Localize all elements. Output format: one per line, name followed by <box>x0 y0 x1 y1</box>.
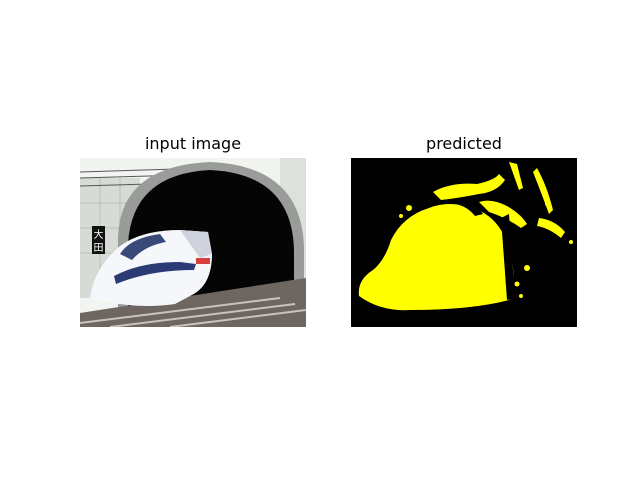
rails <box>80 297 306 327</box>
mask-hole-arc <box>455 198 483 216</box>
mask-speck-5 <box>569 240 573 244</box>
train-taillight <box>196 258 210 264</box>
station-sign <box>92 226 105 254</box>
mask-hole-pole <box>501 214 515 300</box>
train-side-shadow <box>180 230 212 258</box>
input-image-title: input image <box>144 134 242 153</box>
mask-speck-7 <box>545 202 549 206</box>
train-stripe <box>114 262 196 284</box>
train-windshield <box>120 234 166 260</box>
mask-speck-2 <box>399 214 403 218</box>
sign-glyph-2: 田 <box>94 243 104 254</box>
mask-regions <box>358 162 573 311</box>
track-ballast <box>80 278 306 327</box>
mask-speck-6 <box>519 294 523 298</box>
mask-holes <box>455 198 515 300</box>
mask-speck-3 <box>524 265 530 271</box>
mask-streak-1 <box>509 162 523 190</box>
predicted-title: predicted <box>426 134 502 153</box>
mask-train <box>358 204 514 311</box>
mask-speck-4 <box>514 281 520 287</box>
mask-streak-3 <box>537 218 565 238</box>
predicted-mask <box>351 158 577 327</box>
mask-speck-1 <box>406 205 412 211</box>
mask-fragment-arc <box>479 200 527 228</box>
mask-fragment-top <box>433 174 505 200</box>
input-image: 大 田 <box>80 158 306 327</box>
sign-glyph-1: 大 <box>94 228 104 241</box>
